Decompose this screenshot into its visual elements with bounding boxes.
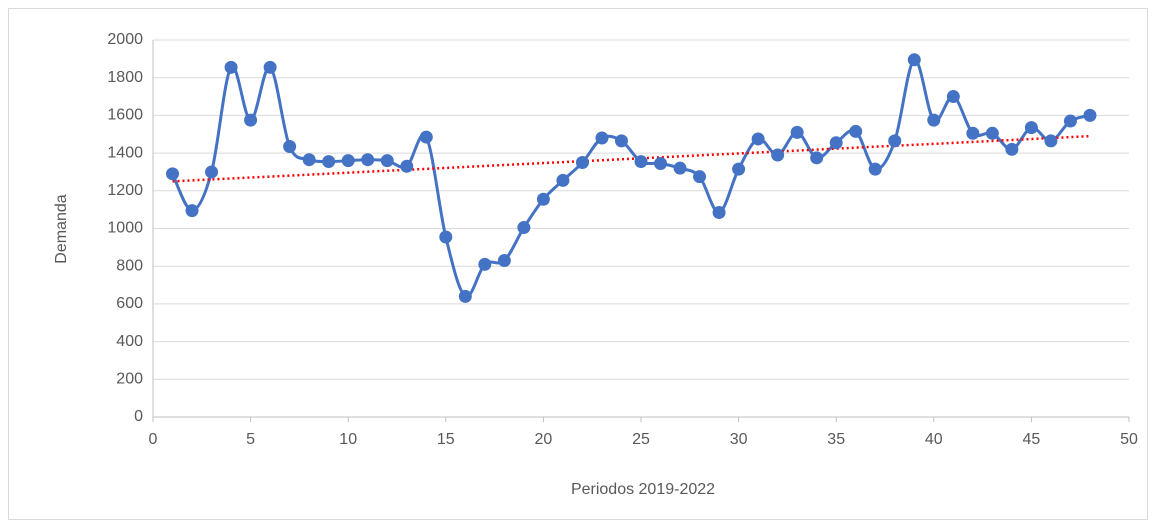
- y-tick-label: 2000: [107, 31, 143, 48]
- data-point: [693, 170, 707, 184]
- y-tick-label: 1800: [107, 69, 143, 86]
- data-point: [907, 53, 921, 67]
- data-point: [224, 60, 238, 74]
- y-tick-label: 1400: [107, 144, 143, 161]
- data-point: [361, 153, 375, 167]
- x-tick-label: 20: [535, 431, 553, 448]
- y-tick-label: 1600: [107, 107, 143, 124]
- data-point: [341, 154, 355, 168]
- data-point: [966, 126, 980, 140]
- y-tick-label: 400: [116, 333, 143, 350]
- data-point: [712, 205, 726, 219]
- x-tick-label: 30: [730, 431, 748, 448]
- data-point: [478, 257, 492, 271]
- x-tick-label: 40: [925, 431, 943, 448]
- data-point: [458, 289, 472, 303]
- data-point: [1024, 121, 1038, 135]
- x-tick-label: 50: [1120, 431, 1138, 448]
- x-tick-label: 10: [339, 431, 357, 448]
- data-point: [829, 136, 843, 150]
- data-point: [517, 221, 531, 235]
- x-axis-label: Periodos 2019-2022: [571, 481, 715, 498]
- data-point: [439, 230, 453, 244]
- x-tick-label: 45: [1023, 431, 1041, 448]
- trendline: [172, 134, 1091, 183]
- data-point: [790, 125, 804, 139]
- data-point: [185, 204, 199, 218]
- x-tick-label: 25: [632, 431, 650, 448]
- data-point: [244, 113, 258, 127]
- y-tick-label: 0: [134, 408, 143, 425]
- data-point: [888, 134, 902, 148]
- data-point: [322, 155, 336, 169]
- y-axis-label: Demanda: [53, 194, 70, 263]
- x-tick-label: 35: [827, 431, 845, 448]
- data-point: [771, 148, 785, 162]
- x-tick-label: 15: [437, 431, 455, 448]
- y-tick-label: 600: [116, 295, 143, 312]
- data-point: [400, 159, 414, 173]
- data-point: [497, 254, 511, 268]
- chart-border: [8, 8, 1148, 520]
- data-point: [751, 132, 765, 146]
- data-point: [1005, 142, 1019, 156]
- data-point: [614, 134, 628, 148]
- data-point: [595, 131, 609, 145]
- data-point: [810, 151, 824, 165]
- data-point: [1063, 114, 1077, 128]
- data-point: [419, 130, 433, 144]
- data-point: [575, 156, 589, 170]
- data-point: [556, 173, 570, 187]
- data-point: [380, 154, 394, 168]
- data-point: [536, 192, 550, 206]
- data-point: [673, 161, 687, 175]
- data-point: [302, 153, 316, 167]
- y-tick-label: 800: [116, 257, 143, 274]
- x-tick-label: 5: [246, 431, 255, 448]
- y-tick-label: 1000: [107, 220, 143, 237]
- data-point: [1044, 134, 1058, 148]
- data-point: [1083, 108, 1097, 122]
- data-point: [654, 156, 668, 170]
- data-point: [634, 155, 648, 169]
- data-point: [927, 113, 941, 127]
- data-point: [868, 162, 882, 176]
- y-tick-label: 1200: [107, 182, 143, 199]
- y-tick-label: 200: [116, 371, 143, 388]
- data-point: [166, 167, 180, 181]
- data-point: [263, 60, 277, 74]
- data-point: [205, 165, 219, 179]
- x-tick-label: 0: [149, 431, 158, 448]
- data-point: [946, 90, 960, 104]
- data-point: [283, 140, 297, 154]
- data-point: [732, 162, 746, 176]
- data-point: [849, 124, 863, 138]
- data-point: [985, 126, 999, 140]
